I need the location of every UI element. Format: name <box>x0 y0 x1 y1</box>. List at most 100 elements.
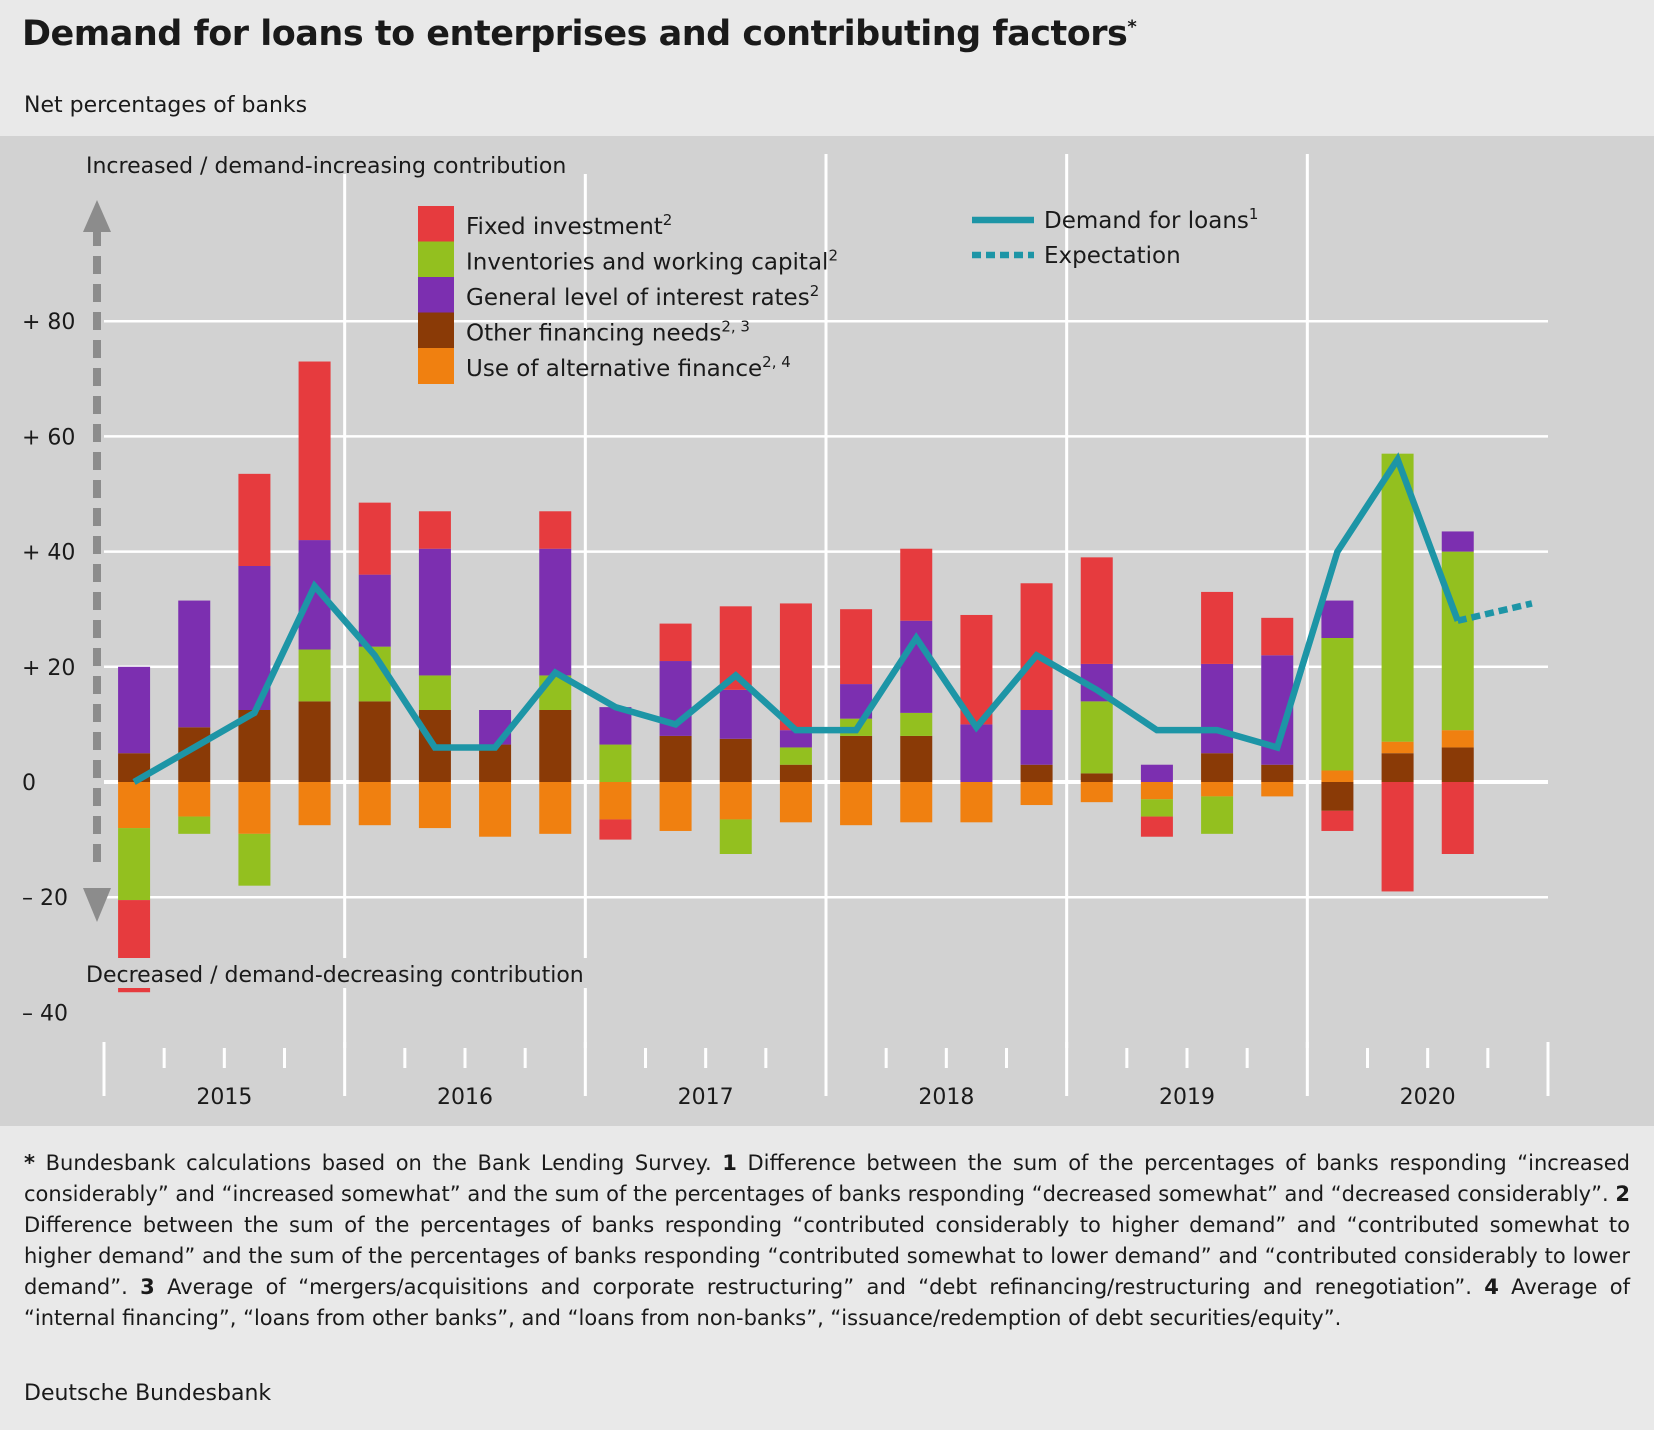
bar-interest <box>118 666 151 754</box>
legend-label-text: General level of interest rates <box>466 285 810 311</box>
footnote-1-marker: 1 <box>722 1151 737 1175</box>
arrow-label-bottom-bg <box>84 958 614 988</box>
bar-inventories <box>238 833 271 886</box>
legend-label-other: Other financing needs2, 3 <box>466 318 750 347</box>
bar-fixed <box>1140 816 1173 837</box>
legend-label-footnote: 2 <box>810 282 820 300</box>
bar-inventories <box>779 747 812 765</box>
bar-inventories <box>900 712 933 736</box>
bar-alternative <box>1381 741 1414 754</box>
y-tick-label: + 20 <box>22 656 75 681</box>
chart-title-text: Demand for loans to enterprises and cont… <box>22 14 1128 54</box>
source-label: Deutsche Bundesbank <box>24 1381 272 1406</box>
footnote-star-marker: * <box>24 1151 35 1175</box>
legend-swatch-inventories <box>418 241 454 278</box>
y-tick-label: + 80 <box>22 310 75 335</box>
bar-alternative <box>1441 730 1474 748</box>
arrow-down-icon <box>83 888 111 922</box>
legend-label-demand: Demand for loans1 <box>1044 205 1258 234</box>
y-tick-label: – 40 <box>22 1001 68 1026</box>
legend-label-text: Inventories and working capital <box>466 250 828 276</box>
bar-fixed <box>238 473 271 566</box>
footnote-star-text: Bundesbank calculations based on the Ban… <box>34 1151 723 1175</box>
bar-interest <box>539 548 572 676</box>
bar-inventories <box>719 819 752 854</box>
bar-other <box>840 735 873 782</box>
bar-inventories <box>298 649 331 702</box>
footnote-1-text: Difference between the sum of the percen… <box>24 1151 1630 1206</box>
bar-inventories <box>1201 796 1234 834</box>
bar-fixed <box>900 548 933 621</box>
y-tick-label: + 60 <box>22 425 75 450</box>
bar-other <box>539 710 572 782</box>
bar-fixed <box>1441 782 1474 854</box>
bar-interest <box>358 574 391 647</box>
chart-subtitle: Net percentages of banks <box>24 93 308 118</box>
footnotes: * Bundesbank calculations based on the B… <box>24 1148 1630 1334</box>
bar-alternative <box>1080 782 1113 803</box>
bar-inventories <box>1381 453 1414 742</box>
chart-title: Demand for loans to enterprises and cont… <box>22 14 1137 54</box>
bar-other <box>1441 747 1474 782</box>
axes: – 40 – 20 0 + 20 + 40 + 60 + 80 Increased / dem… <box>22 146 1550 1110</box>
bar-fixed <box>1080 557 1113 664</box>
bar-interest <box>779 730 812 748</box>
bar-alternative <box>1321 770 1354 782</box>
x-year-label: 2015 <box>196 1085 252 1110</box>
legend-label-interest: General level of interest rates2 <box>466 282 819 311</box>
legend-swatch-alternative <box>418 348 454 384</box>
bar-interest <box>418 548 451 676</box>
title-footnote-marker: * <box>1127 16 1137 38</box>
x-year-label: 2019 <box>1159 1085 1215 1110</box>
bar-interest <box>1020 710 1053 765</box>
x-year-label: 2017 <box>678 1085 734 1110</box>
arrow-up-icon <box>83 200 111 232</box>
bar-other <box>1321 782 1354 811</box>
bar-other <box>1020 764 1053 782</box>
arrow-label-top: Increased / demand-increasing contributi… <box>86 154 566 179</box>
bar-fixed <box>298 361 331 541</box>
legend-swatch-other <box>418 312 454 349</box>
bar-interest <box>479 710 512 745</box>
bar-alternative <box>599 782 632 820</box>
bar-other <box>900 735 933 782</box>
bar-fixed <box>358 502 391 575</box>
legend-label-footnote: 1 <box>1249 205 1259 223</box>
bar-alternative <box>178 782 211 817</box>
legend-label-text: Demand for loans <box>1044 208 1249 234</box>
bar-fixed <box>539 511 572 549</box>
footnote-4-marker: 4 <box>1484 1275 1499 1299</box>
footnote-2-text: Difference between the sum of the percen… <box>24 1213 1630 1299</box>
footnote-3-text: Average of “mergers/acquisitions and cor… <box>154 1275 1485 1299</box>
bar-inventories <box>1441 551 1474 731</box>
legend-label-footnote: 2, 3 <box>721 318 750 336</box>
bar-fixed <box>1381 782 1414 892</box>
footnote-2-marker: 2 <box>1615 1182 1630 1206</box>
bar-alternative <box>1140 782 1173 800</box>
bar-interest <box>1140 764 1173 782</box>
bar-fixed <box>840 609 873 685</box>
bar-alternative <box>358 782 391 826</box>
bar-fixed <box>599 819 632 840</box>
grid-lines <box>104 154 1548 1048</box>
footnote-3-marker: 3 <box>140 1275 155 1299</box>
bar-alternative <box>960 782 993 823</box>
bar-alternative <box>1020 782 1053 806</box>
bar-alternative <box>118 782 151 829</box>
bar-alternative <box>539 782 572 834</box>
bar-fixed <box>1020 583 1053 710</box>
bar-other <box>358 701 391 782</box>
legend-label-text: Fixed investment <box>466 214 663 240</box>
legend-label-expectation: Expectation <box>1044 243 1181 269</box>
legend-swatch-fixed <box>418 206 454 242</box>
bar-interest <box>960 724 993 782</box>
legend-label-text: Other financing needs <box>466 321 721 347</box>
bar-inventories <box>1140 799 1173 817</box>
x-year-label: 2016 <box>437 1085 493 1110</box>
legend-label-footnote: 2 <box>828 247 838 265</box>
arrow-label-top-bg <box>84 146 592 174</box>
bar-alternative <box>900 782 933 823</box>
bar-alternative <box>479 782 512 837</box>
legend-swatch-interest <box>418 277 454 313</box>
